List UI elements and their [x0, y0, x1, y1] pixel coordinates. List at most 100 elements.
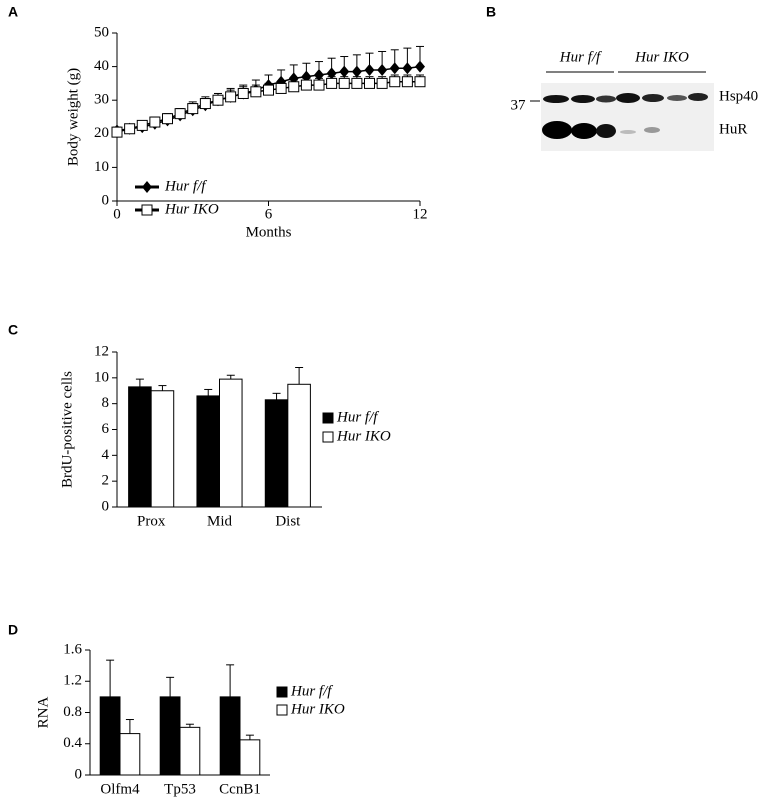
y-tick-label: 20 [94, 125, 109, 141]
marker [414, 76, 426, 88]
marker [187, 103, 199, 115]
panel-letter: D [8, 622, 18, 638]
marker [250, 86, 262, 98]
band-label: Hsp40 [719, 88, 758, 104]
marker [124, 123, 136, 135]
marker [288, 81, 300, 93]
y-tick-label: 1.2 [63, 673, 82, 689]
bar [128, 386, 152, 508]
marker [199, 98, 211, 110]
hsp40-bands [543, 93, 708, 103]
bar [159, 696, 181, 776]
series [119, 719, 261, 776]
legend-label: Hur IKO [336, 428, 391, 444]
bar [219, 378, 243, 508]
legend-label: Hur IKO [290, 701, 345, 717]
marker [136, 119, 148, 131]
panel-letter: A [8, 4, 18, 20]
marker [401, 76, 413, 88]
bar [119, 733, 141, 776]
marker [351, 77, 363, 89]
marker [364, 63, 375, 76]
bar [264, 399, 289, 508]
group-label: Hur f/f [559, 49, 602, 65]
legend-swatch [276, 686, 288, 698]
chart: A Body weight (g) 0 10 20 30 40 50 0 6 12 Months Hur… [8, 4, 428, 241]
marker [415, 60, 425, 73]
x-tick-label: 12 [413, 206, 428, 222]
marker [212, 94, 224, 106]
series [111, 74, 426, 138]
marker [275, 82, 287, 94]
y-axis-label: RNA [35, 696, 51, 728]
panel-letter: B [486, 4, 496, 20]
y-tick-label: 0.4 [63, 735, 82, 751]
x-axis-label: Months [246, 224, 292, 240]
y-tick-label: 0 [75, 766, 83, 782]
y-tick-label: 10 [94, 159, 109, 175]
hur-bands [542, 121, 660, 139]
x-tick-label: Tp53 [164, 781, 196, 797]
legend-label: Hur f/f [164, 178, 207, 194]
x-tick-label: Mid [207, 513, 233, 529]
bar [99, 696, 121, 776]
legend-marker [141, 204, 153, 216]
y-tick-label: 10 [94, 369, 109, 385]
legend-marker [142, 181, 152, 193]
marker [364, 77, 375, 89]
marker [376, 77, 388, 89]
marker [237, 87, 249, 99]
bar [150, 390, 175, 508]
marker [313, 79, 325, 91]
x-tick-label: Olfm4 [100, 781, 140, 797]
y-tick-label: 30 [94, 92, 109, 108]
band-label: HuR [719, 121, 747, 137]
x-tick-label: Dist [275, 513, 301, 529]
series [128, 378, 289, 508]
marker [351, 65, 362, 78]
y-axis-label: Body weight (g) [65, 68, 81, 166]
marker [162, 113, 173, 125]
marker [225, 91, 237, 103]
y-tick-label: 4 [102, 447, 110, 463]
x-tick-label: 6 [265, 206, 273, 222]
bar [287, 383, 311, 508]
y-tick-label: 1.6 [63, 641, 82, 657]
marker [174, 108, 186, 120]
marker [402, 62, 413, 75]
y-tick-label: 0 [102, 192, 110, 208]
legend-swatch [276, 704, 288, 716]
y-tick-label: 2 [102, 473, 110, 489]
x-tick-label: CcnB1 [219, 781, 261, 797]
legend-label: Hur f/f [290, 683, 333, 699]
bar [239, 739, 261, 776]
marker [338, 77, 350, 89]
bar [179, 726, 201, 776]
y-tick-label: 6 [102, 421, 110, 437]
marker [263, 84, 274, 96]
y-tick-label: 8 [102, 395, 110, 411]
y-tick-label: 0 [102, 498, 110, 514]
x-tick-label: 0 [113, 206, 121, 222]
series [150, 367, 311, 508]
western-blot: B Hur f/f Hur IKO 37 Hsp40 HuR [486, 4, 758, 151]
chart: D RNA 0 0.4 0.8 1.2 1.6 Olfm4 Tp53 CcnB1 Hur f/f Hu… [8, 622, 345, 798]
y-axis-label: BrdU-positive cells [59, 371, 75, 488]
legend-label: Hur IKO [164, 201, 219, 217]
marker [111, 126, 123, 138]
legend-swatch [322, 431, 334, 443]
marker [149, 116, 161, 128]
y-tick-label: 50 [94, 24, 109, 40]
marker [377, 63, 388, 76]
legend-label: Hur f/f [336, 409, 379, 425]
legend-swatch [322, 412, 334, 424]
marker [326, 77, 338, 89]
panel-letter: C [8, 322, 18, 338]
y-tick-label: 40 [94, 58, 109, 74]
series [99, 659, 241, 776]
marker [339, 65, 350, 78]
marker [389, 76, 401, 88]
marker [389, 62, 400, 75]
x-tick-label: Prox [137, 513, 166, 529]
size-marker: 37 [511, 97, 527, 113]
